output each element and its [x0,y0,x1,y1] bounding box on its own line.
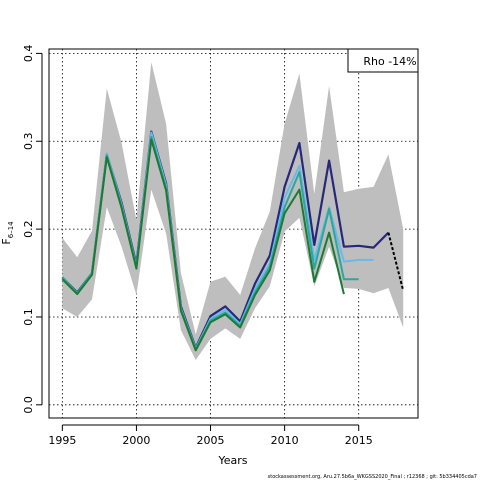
series-line-4 [61,138,345,352]
axes: 1995 2000 2005 2010 2015 0.0 0.1 0.2 0.3 0.4 [22,45,373,447]
x-tick-label: 2015 [345,434,373,447]
y-tick-label: 0.3 [22,133,35,151]
x-tick-label: 1995 [48,434,76,447]
x-axis-title: Years [217,454,247,467]
y-axis-title: F6–14 [0,221,15,245]
series-lines [61,130,405,352]
y-tick-label: 0.1 [22,308,35,326]
x-tick-label: 2010 [271,434,299,447]
confidence-band-area [62,62,404,360]
confidence-band [62,62,404,360]
y-axis-title-subscript: 6–14 [7,221,15,238]
y-tick-label: 0.4 [22,45,35,63]
annotation-box [347,48,419,73]
x-tick-label: 2005 [197,434,225,447]
plot-frame [48,48,419,419]
svg-text:F6–14: F6–14 [0,221,15,245]
y-axis-title-main: F [0,238,13,244]
annotation-text: Rho -14% [363,55,416,68]
footer-credit: stockassessment.org, Aru.27.5b6a_WKGSS20… [267,474,477,480]
x-tick-label: 2000 [122,434,150,447]
y-tick-label: 0.0 [22,396,35,414]
y-tick-label: 0.2 [22,220,35,238]
